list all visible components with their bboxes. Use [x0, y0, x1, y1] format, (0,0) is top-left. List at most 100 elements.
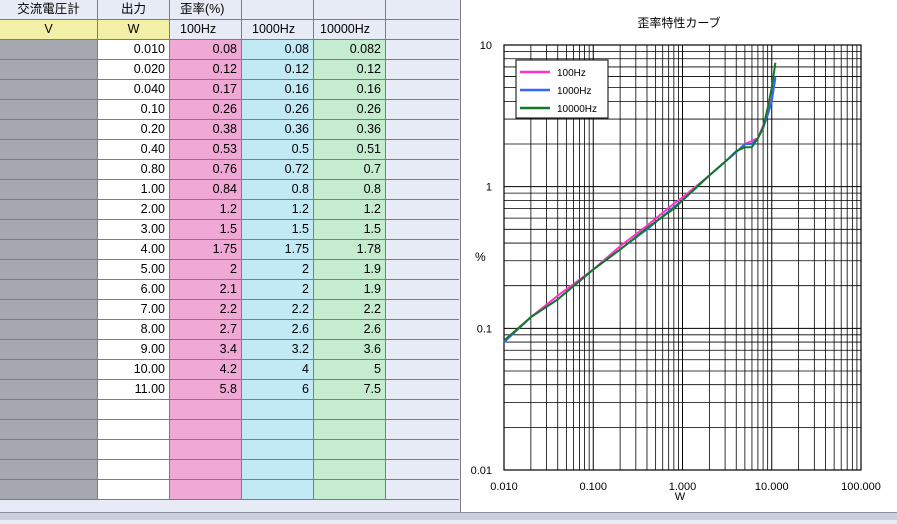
empty-cell[interactable]: [386, 100, 459, 120]
distortion-100hz-cell[interactable]: 0.12: [170, 60, 242, 80]
unit-voltage[interactable]: V: [0, 20, 98, 40]
voltage-cell[interactable]: [0, 240, 98, 260]
voltage-cell[interactable]: [0, 180, 98, 200]
voltage-cell[interactable]: [0, 320, 98, 340]
empty-cell[interactable]: [386, 280, 459, 300]
distortion-100hz-cell[interactable]: 0.17: [170, 80, 242, 100]
distortion-100hz-cell[interactable]: 2: [170, 260, 242, 280]
empty-cell[interactable]: [386, 60, 459, 80]
distortion-10000hz-cell[interactable]: 0.16: [314, 80, 386, 100]
empty-cell[interactable]: [386, 480, 459, 500]
distortion-100hz-cell[interactable]: 4.2: [170, 360, 242, 380]
empty-cell[interactable]: [386, 380, 459, 400]
distortion-10000hz-cell[interactable]: 0.51: [314, 140, 386, 160]
empty-cell[interactable]: [386, 140, 459, 160]
distortion-10000hz-cell[interactable]: 1.78: [314, 240, 386, 260]
output-cell[interactable]: [98, 440, 170, 460]
distortion-1000hz-cell[interactable]: 2.2: [242, 300, 314, 320]
voltage-cell[interactable]: [0, 40, 98, 60]
voltage-cell[interactable]: [0, 420, 98, 440]
header-empty-2[interactable]: [314, 0, 386, 20]
header-100hz[interactable]: 100Hz: [170, 20, 242, 40]
distortion-10000hz-cell[interactable]: [314, 460, 386, 480]
voltage-cell[interactable]: [0, 340, 98, 360]
distortion-100hz-cell[interactable]: 1.75: [170, 240, 242, 260]
distortion-1000hz-cell[interactable]: 2.6: [242, 320, 314, 340]
output-cell[interactable]: 10.00: [98, 360, 170, 380]
distortion-10000hz-cell[interactable]: 0.8: [314, 180, 386, 200]
output-cell[interactable]: 0.80: [98, 160, 170, 180]
output-cell[interactable]: 7.00: [98, 300, 170, 320]
distortion-1000hz-cell[interactable]: [242, 440, 314, 460]
output-cell[interactable]: [98, 400, 170, 420]
distortion-10000hz-cell[interactable]: 0.36: [314, 120, 386, 140]
voltage-cell[interactable]: [0, 440, 98, 460]
header-1000hz[interactable]: 1000Hz: [242, 20, 314, 40]
header-distortion[interactable]: 歪率(%): [170, 0, 242, 20]
distortion-10000hz-cell[interactable]: [314, 480, 386, 500]
distortion-1000hz-cell[interactable]: [242, 480, 314, 500]
distortion-10000hz-cell[interactable]: [314, 440, 386, 460]
voltage-cell[interactable]: [0, 220, 98, 240]
distortion-1000hz-cell[interactable]: 4: [242, 360, 314, 380]
distortion-100hz-cell[interactable]: [170, 460, 242, 480]
voltage-cell[interactable]: [0, 120, 98, 140]
header-empty-3[interactable]: [386, 0, 459, 20]
empty-cell[interactable]: [386, 360, 459, 380]
distortion-10000hz-cell[interactable]: 0.082: [314, 40, 386, 60]
output-cell[interactable]: [98, 420, 170, 440]
empty-cell[interactable]: [386, 40, 459, 60]
empty-cell[interactable]: [386, 160, 459, 180]
voltage-cell[interactable]: [0, 360, 98, 380]
distortion-10000hz-cell[interactable]: 0.26: [314, 100, 386, 120]
pane-divider[interactable]: [460, 0, 461, 519]
distortion-10000hz-cell[interactable]: 1.9: [314, 260, 386, 280]
header-10000hz[interactable]: 10000Hz: [314, 20, 386, 40]
distortion-100hz-cell[interactable]: [170, 400, 242, 420]
distortion-1000hz-cell[interactable]: 0.12: [242, 60, 314, 80]
distortion-10000hz-cell[interactable]: 0.7: [314, 160, 386, 180]
empty-cell[interactable]: [386, 400, 459, 420]
empty-cell[interactable]: [386, 220, 459, 240]
distortion-10000hz-cell[interactable]: [314, 420, 386, 440]
voltage-cell[interactable]: [0, 60, 98, 80]
distortion-chart[interactable]: 歪率特性カーブ 10 1 0.1 0.01 0.010 0.100 1.000 10.000…: [461, 0, 897, 519]
distortion-1000hz-cell[interactable]: 0.36: [242, 120, 314, 140]
empty-cell[interactable]: [386, 200, 459, 220]
distortion-10000hz-cell[interactable]: 1.9: [314, 280, 386, 300]
output-cell[interactable]: 5.00: [98, 260, 170, 280]
header-voltmeter[interactable]: 交流電圧計: [0, 0, 98, 20]
distortion-1000hz-cell[interactable]: 0.72: [242, 160, 314, 180]
header-empty-1[interactable]: [242, 0, 314, 20]
distortion-10000hz-cell[interactable]: 5: [314, 360, 386, 380]
voltage-cell[interactable]: [0, 480, 98, 500]
output-cell[interactable]: 0.040: [98, 80, 170, 100]
voltage-cell[interactable]: [0, 80, 98, 100]
unit-watt[interactable]: W: [98, 20, 170, 40]
distortion-1000hz-cell[interactable]: 0.8: [242, 180, 314, 200]
distortion-100hz-cell[interactable]: 1.2: [170, 200, 242, 220]
distortion-100hz-cell[interactable]: 0.38: [170, 120, 242, 140]
distortion-100hz-cell[interactable]: 0.84: [170, 180, 242, 200]
empty-cell[interactable]: [386, 440, 459, 460]
distortion-1000hz-cell[interactable]: 2: [242, 260, 314, 280]
header-empty-4[interactable]: [386, 20, 459, 40]
distortion-1000hz-cell[interactable]: [242, 400, 314, 420]
distortion-100hz-cell[interactable]: 2.7: [170, 320, 242, 340]
chart-area[interactable]: 歪率特性カーブ 10 1 0.1 0.01 0.010 0.100 1.000 10.000…: [461, 0, 897, 519]
distortion-100hz-cell[interactable]: 2.1: [170, 280, 242, 300]
distortion-100hz-cell[interactable]: [170, 480, 242, 500]
output-cell[interactable]: 1.00: [98, 180, 170, 200]
distortion-1000hz-cell[interactable]: 0.5: [242, 140, 314, 160]
distortion-100hz-cell[interactable]: 1.5: [170, 220, 242, 240]
distortion-1000hz-cell[interactable]: 6: [242, 380, 314, 400]
distortion-1000hz-cell[interactable]: 0.08: [242, 40, 314, 60]
distortion-100hz-cell[interactable]: 0.08: [170, 40, 242, 60]
header-output[interactable]: 出力: [98, 0, 170, 20]
output-cell[interactable]: 11.00: [98, 380, 170, 400]
output-cell[interactable]: [98, 480, 170, 500]
voltage-cell[interactable]: [0, 160, 98, 180]
distortion-10000hz-cell[interactable]: 7.5: [314, 380, 386, 400]
distortion-1000hz-cell[interactable]: [242, 460, 314, 480]
distortion-1000hz-cell[interactable]: 0.16: [242, 80, 314, 100]
